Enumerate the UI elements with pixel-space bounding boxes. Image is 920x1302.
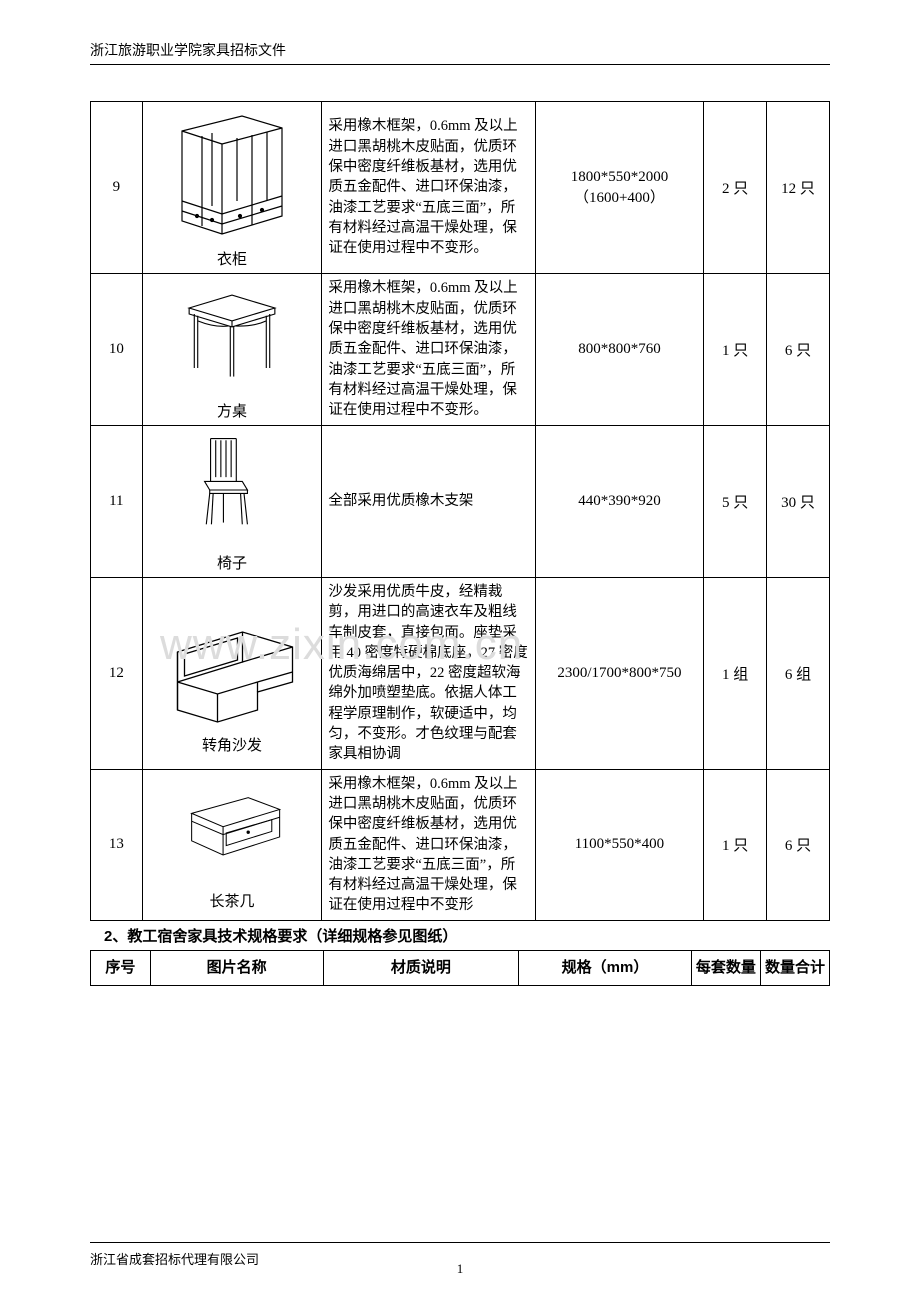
furniture-name: 长茶几: [149, 890, 316, 911]
row-qty-per-set: 2 只: [704, 102, 767, 274]
page-header: 浙江旅游职业学院家具招标文件: [90, 40, 830, 65]
page: 浙江旅游职业学院家具招标文件 9衣柜采用橡木框架，0.6mm 及以上进口黑胡桃木…: [0, 0, 920, 1302]
col-qty-total: 数量合计: [760, 950, 829, 986]
table-row: 12 转角沙发沙发采用优质牛皮，经精裁剪，用进口的高速衣车及粗线车制皮套，直接包面…: [91, 578, 830, 770]
col-material: 材质说明: [323, 950, 519, 986]
furniture-icon: [149, 278, 316, 398]
row-spec: 1800*550*2000（1600+400）: [535, 102, 703, 274]
section-2-title: 2、教工宿舍家具技术规格要求（详细规格参见图纸）: [104, 925, 830, 946]
row-image-cell: 衣柜: [142, 102, 322, 274]
col-spec: 规格（mm）: [519, 950, 692, 986]
furniture-name: 方桌: [149, 400, 316, 421]
furniture-table: 9衣柜采用橡木框架，0.6mm 及以上进口黑胡桃木皮贴面，优质环保中密度纤维板基…: [90, 101, 830, 921]
furniture-icon: [149, 592, 316, 732]
row-image-cell: 转角沙发: [142, 578, 322, 770]
table-row: 10 方桌采用橡木框架，0.6mm 及以上进口黑胡桃木皮贴面，优质环保中密度纤维板…: [91, 274, 830, 426]
row-material-desc: 全部采用优质橡木支架: [322, 426, 535, 578]
page-number: 1: [90, 1261, 830, 1277]
table-row: 13 长茶几采用橡木框架，0.6mm 及以上进口黑胡桃木皮贴面，优质环保中密度纤维…: [91, 769, 830, 920]
row-qty-per-set: 1 只: [704, 274, 767, 426]
row-index: 13: [91, 769, 143, 920]
row-index: 12: [91, 578, 143, 770]
row-spec: 440*390*920: [535, 426, 703, 578]
furniture-icon: [149, 106, 316, 246]
row-qty-per-set: 1 只: [704, 769, 767, 920]
row-spec: 800*800*760: [535, 274, 703, 426]
row-spec: 2300/1700*800*750: [535, 578, 703, 770]
row-index: 10: [91, 274, 143, 426]
col-qty-per-set: 每套数量: [691, 950, 760, 986]
row-qty-per-set: 1 组: [704, 578, 767, 770]
row-spec: 1100*550*400: [535, 769, 703, 920]
row-qty-total: 6 只: [767, 274, 830, 426]
row-image-cell: 长茶几: [142, 769, 322, 920]
furniture-icon: [149, 430, 316, 550]
furniture-icon: [149, 778, 316, 888]
table-header-row: 序号 图片名称 材质说明 规格（mm） 每套数量 数量合计: [91, 950, 830, 986]
furniture-name: 衣柜: [149, 248, 316, 269]
row-image-cell: 椅子: [142, 426, 322, 578]
row-material-desc: 采用橡木框架，0.6mm 及以上进口黑胡桃木皮贴面，优质环保中密度纤维板基材，选…: [322, 769, 535, 920]
furniture-name: 椅子: [149, 552, 316, 573]
furniture-name: 转角沙发: [149, 734, 316, 755]
table-row: 11 椅子全部采用优质橡木支架440*390*9205 只30 只: [91, 426, 830, 578]
row-material-desc: 采用橡木框架，0.6mm 及以上进口黑胡桃木皮贴面，优质环保中密度纤维板基材，选…: [322, 274, 535, 426]
section-2-header-table: 序号 图片名称 材质说明 规格（mm） 每套数量 数量合计: [90, 950, 830, 987]
row-qty-total: 6 只: [767, 769, 830, 920]
row-material-desc: 沙发采用优质牛皮，经精裁剪，用进口的高速衣车及粗线车制皮套，直接包面。座垫采用 …: [322, 578, 535, 770]
row-image-cell: 方桌: [142, 274, 322, 426]
row-qty-total: 6 组: [767, 578, 830, 770]
row-qty-per-set: 5 只: [704, 426, 767, 578]
col-image-name: 图片名称: [150, 950, 323, 986]
table-row: 9 衣柜采用橡木框架，0.6mm 及以上进口黑胡桃木皮贴面，优质环保中密度纤维板基…: [91, 102, 830, 274]
row-qty-total: 30 只: [767, 426, 830, 578]
row-qty-total: 12 只: [767, 102, 830, 274]
row-index: 9: [91, 102, 143, 274]
row-index: 11: [91, 426, 143, 578]
row-material-desc: 采用橡木框架，0.6mm 及以上进口黑胡桃木皮贴面，优质环保中密度纤维板基材，选…: [322, 102, 535, 274]
page-footer: 浙江省成套招标代理有限公司 1: [90, 1242, 830, 1268]
col-index: 序号: [91, 950, 151, 986]
